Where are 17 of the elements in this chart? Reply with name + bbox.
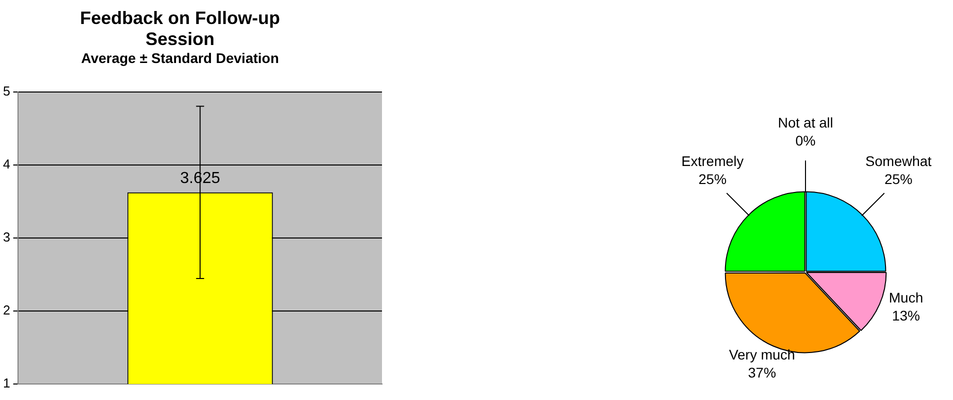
data-label: 25%	[884, 170, 912, 187]
chart-title: Feedback on Follow-up Session	[80, 8, 280, 50]
slice-label: Much	[888, 289, 924, 306]
category-label: Not at all	[778, 114, 834, 130]
data-label: 37%	[748, 364, 776, 380]
slice-label: Very much	[728, 346, 796, 362]
data-label: 25%	[698, 170, 727, 187]
slice-label: Somewhat	[865, 152, 932, 169]
y-tick-label: 1	[2, 376, 10, 391]
chart-subtitle: Average ± Standard Deviation	[80, 50, 280, 66]
slice-label: Extremely	[681, 152, 744, 169]
y-tick-label: 4	[2, 156, 10, 172]
y-tick-label: 5	[2, 84, 10, 99]
data-label: 13%	[892, 307, 920, 324]
y-tick-label: 3	[2, 230, 10, 245]
y-tick-label: 2	[2, 302, 10, 318]
text: 0%	[795, 132, 816, 148]
